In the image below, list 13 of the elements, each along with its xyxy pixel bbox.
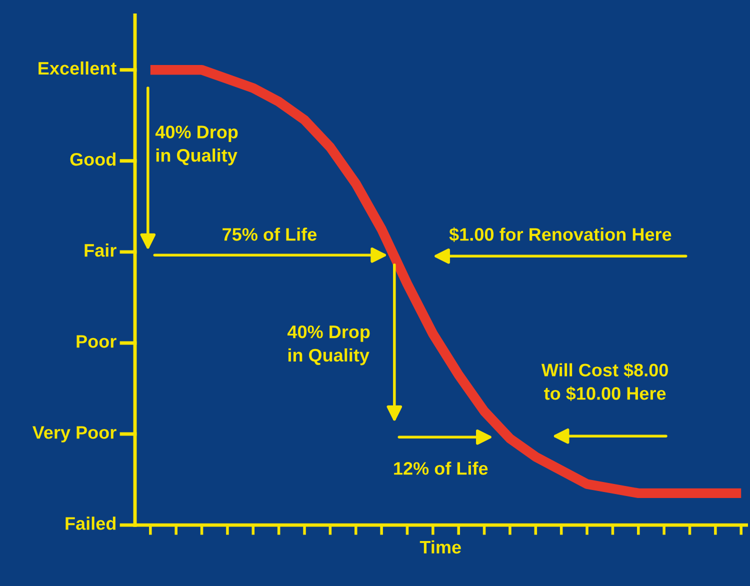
text: Excellent — [38, 61, 116, 75]
annotation: 75% of Life — [222, 228, 317, 241]
annotation: 40% Drop in Quality — [287, 325, 370, 366]
text: Poor — [76, 335, 116, 348]
text: Fair — [84, 244, 116, 257]
x-axis-title: Time — [420, 540, 461, 554]
annotation: 40% Drop in Quality — [155, 126, 238, 166]
text: Very Poor — [32, 426, 116, 442]
text: Good — [70, 152, 116, 166]
annotation: Will Cost $8.00 to $10.00 Here — [541, 362, 668, 402]
annotation: 12% of Life — [394, 462, 488, 475]
annotation: $1.00 for Renovation Here — [449, 227, 672, 242]
text: Failed — [66, 516, 116, 530]
